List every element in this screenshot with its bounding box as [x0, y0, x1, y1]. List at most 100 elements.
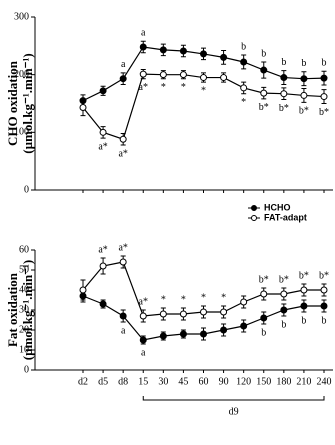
- marker: [200, 74, 207, 82]
- annotation: b: [322, 315, 327, 326]
- annotation: a*: [118, 242, 127, 253]
- marker: [280, 74, 288, 82]
- bracket: [142, 396, 325, 401]
- annotation: b: [241, 41, 246, 52]
- marker: [260, 314, 268, 322]
- annotation: a: [141, 347, 146, 358]
- y-label: Fat oxidation: [5, 272, 20, 347]
- marker: [320, 286, 328, 294]
- marker: [300, 286, 308, 294]
- y-tick-label: 10: [19, 344, 29, 355]
- annotation: b: [281, 319, 286, 330]
- y-tick-label: 300: [14, 11, 29, 22]
- marker: [159, 310, 167, 318]
- annotation: b: [261, 327, 266, 338]
- annotation: a: [141, 28, 146, 39]
- marker: [280, 90, 288, 98]
- marker: [260, 89, 268, 97]
- annotation: b*: [319, 107, 329, 118]
- annotation: *: [161, 82, 166, 93]
- x-tick-label: 240: [317, 376, 332, 387]
- y-label-units: (µmol.kg⁻¹.min⁻¹): [20, 53, 35, 154]
- marker: [99, 128, 107, 136]
- marker: [300, 302, 308, 310]
- marker: [79, 286, 87, 294]
- x-tick-label: 30: [158, 376, 168, 387]
- x-tick-label: d5: [98, 376, 108, 387]
- annotation: b*: [279, 103, 289, 114]
- y-label: CHO oxidation: [5, 60, 20, 146]
- annotation: a*: [98, 244, 107, 255]
- annotation: b*: [299, 270, 309, 281]
- annotation: b: [281, 57, 286, 68]
- y-tick-label: 20: [19, 324, 29, 335]
- legend-label: FAT-adapt: [264, 212, 307, 222]
- y-tick-label: 50: [19, 264, 29, 275]
- marker: [159, 71, 167, 79]
- marker: [260, 66, 268, 74]
- marker: [139, 70, 147, 78]
- x-tick-label: 150: [256, 376, 271, 387]
- legend-marker: [251, 215, 257, 221]
- marker: [119, 258, 127, 266]
- marker: [220, 53, 228, 61]
- marker: [179, 71, 187, 79]
- marker: [300, 91, 308, 99]
- x-tick-label: 210: [296, 376, 311, 387]
- annotation: a*: [139, 296, 148, 307]
- marker: [200, 50, 207, 58]
- annotation: *: [181, 82, 186, 93]
- marker: [240, 58, 248, 66]
- annotation: *: [181, 294, 186, 305]
- y-tick-label: 60: [19, 244, 29, 255]
- annotation: b*: [299, 106, 309, 117]
- x-tick-label: d8: [118, 376, 128, 387]
- y-tick-label: 200: [14, 69, 29, 80]
- marker: [220, 326, 228, 334]
- marker: [159, 46, 167, 54]
- annotation: a*: [139, 82, 148, 93]
- marker: [240, 298, 248, 306]
- marker: [119, 135, 127, 143]
- annotation: *: [201, 85, 206, 96]
- marker: [179, 310, 187, 318]
- legend-label: HCHO: [264, 202, 291, 212]
- y-tick-label: 30: [19, 304, 29, 315]
- marker: [240, 84, 248, 92]
- marker: [260, 290, 268, 298]
- annotation: b*: [259, 274, 269, 285]
- annotation: a: [121, 59, 126, 70]
- bracket-label: d9: [229, 406, 239, 417]
- x-tick-label: 120: [236, 376, 251, 387]
- annotation: b*: [279, 274, 289, 285]
- annotation: b*: [319, 270, 329, 281]
- x-tick-label: 60: [199, 376, 209, 387]
- annotation: a: [121, 325, 126, 336]
- annotation: a*: [118, 148, 127, 159]
- x-tick-label: 180: [276, 376, 291, 387]
- y-tick-label: 40: [19, 284, 29, 295]
- y-label-units: (µmol.kg⁻¹.min⁻¹): [20, 260, 35, 361]
- annotation: *: [241, 97, 246, 108]
- marker: [280, 290, 288, 298]
- marker: [119, 312, 127, 320]
- marker: [119, 75, 127, 83]
- annotation: b: [261, 48, 266, 59]
- annotation: b: [301, 315, 306, 326]
- marker: [99, 262, 107, 270]
- marker: [300, 75, 308, 83]
- marker: [200, 308, 207, 316]
- marker: [179, 47, 187, 55]
- marker: [139, 312, 147, 320]
- annotation: b: [301, 58, 306, 69]
- marker: [200, 330, 207, 338]
- marker: [139, 43, 147, 51]
- marker: [220, 308, 228, 316]
- y-tick-label: 0: [24, 364, 29, 375]
- marker: [139, 336, 147, 344]
- annotation: *: [201, 292, 206, 303]
- marker: [320, 93, 328, 101]
- marker: [159, 332, 167, 340]
- marker: [220, 74, 228, 82]
